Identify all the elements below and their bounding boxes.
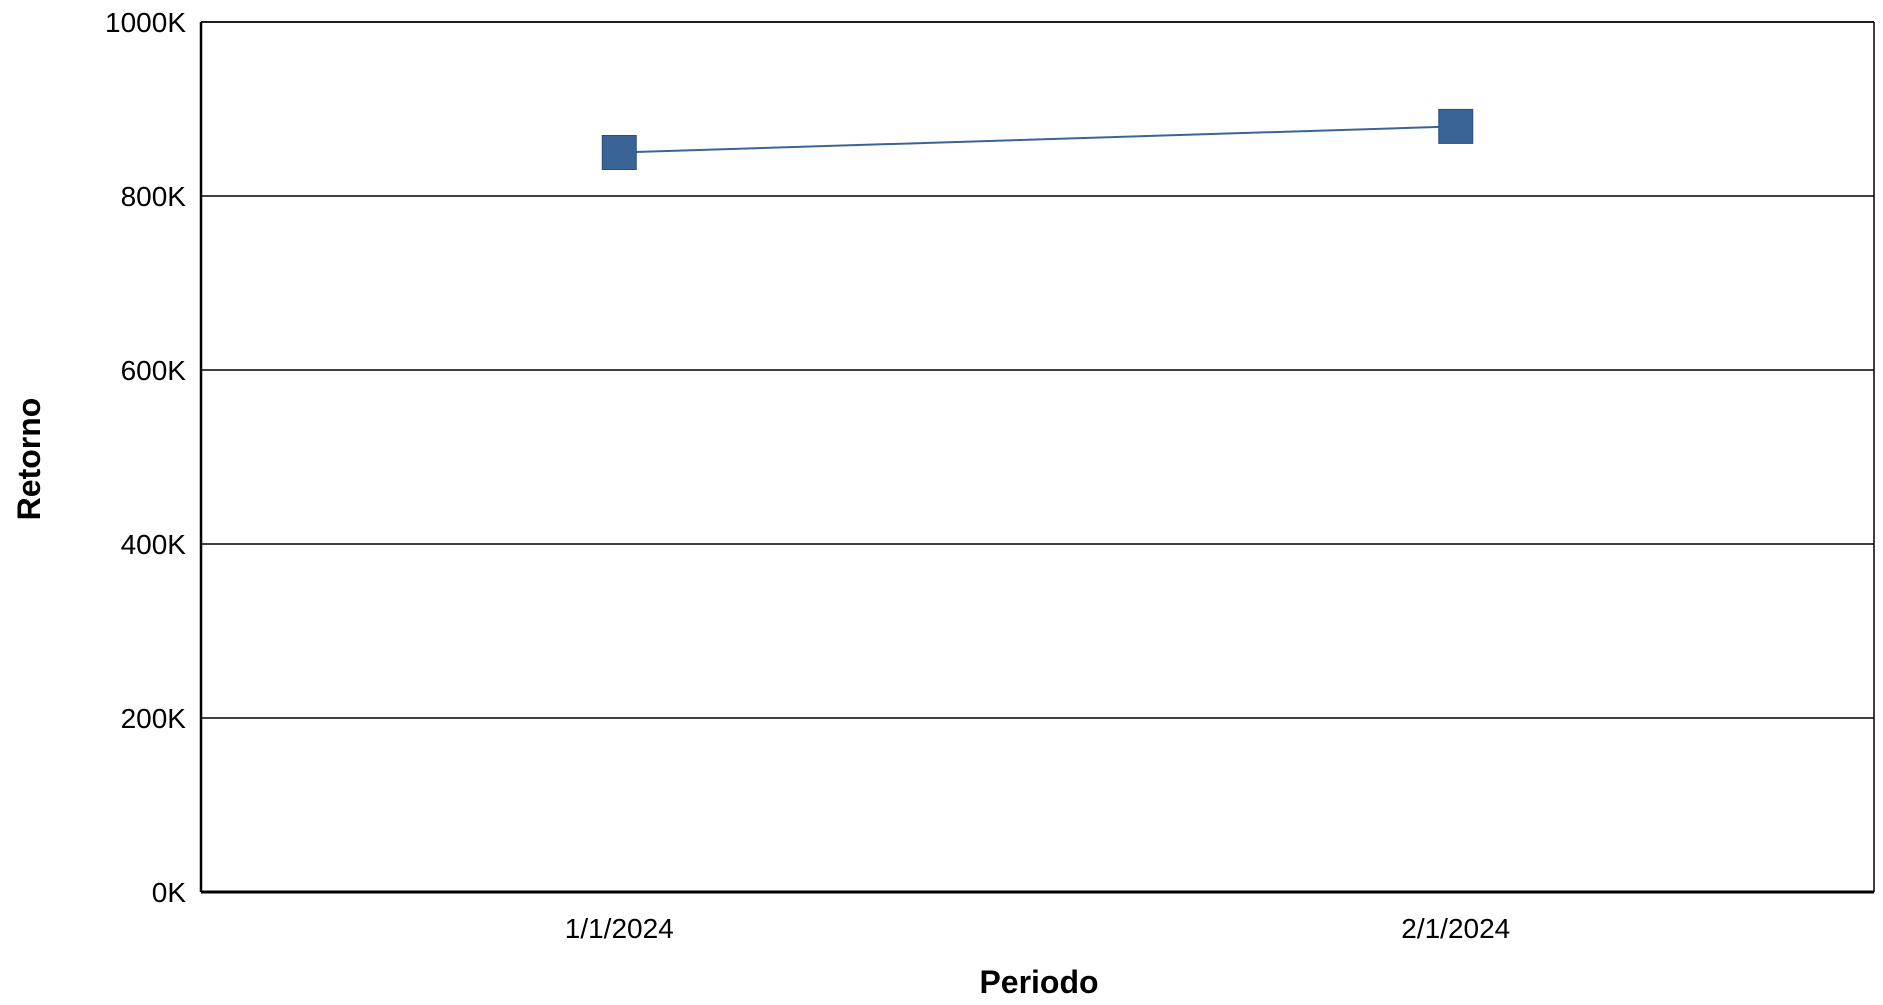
y-tick-label-5: 1000K bbox=[105, 7, 186, 38]
y-axis-title: Retorno bbox=[11, 398, 47, 521]
y-tick-label-0: 0K bbox=[152, 877, 187, 908]
y-tick-labels: 0K 200K 400K 600K 800K 1000K bbox=[105, 7, 186, 908]
y-tick-label-1: 200K bbox=[121, 703, 187, 734]
x-axis-title: Periodo bbox=[979, 964, 1098, 1000]
data-point-0-1 bbox=[1438, 108, 1474, 144]
x-tick-labels: 1/1/2024 2/1/2024 bbox=[565, 913, 1511, 944]
axes bbox=[199, 21, 1875, 894]
x-tick-label-0: 1/1/2024 bbox=[565, 913, 674, 944]
y-tick-label-2: 400K bbox=[121, 529, 187, 560]
series-line-0 bbox=[619, 125, 1456, 154]
x-tick-label-1: 2/1/2024 bbox=[1401, 913, 1510, 944]
y-tick-label-4: 800K bbox=[121, 181, 187, 212]
y-tick-label-3: 600K bbox=[121, 355, 187, 386]
series bbox=[601, 108, 1474, 170]
data-point-0-0 bbox=[601, 135, 637, 170]
gridlines bbox=[201, 21, 1874, 719]
